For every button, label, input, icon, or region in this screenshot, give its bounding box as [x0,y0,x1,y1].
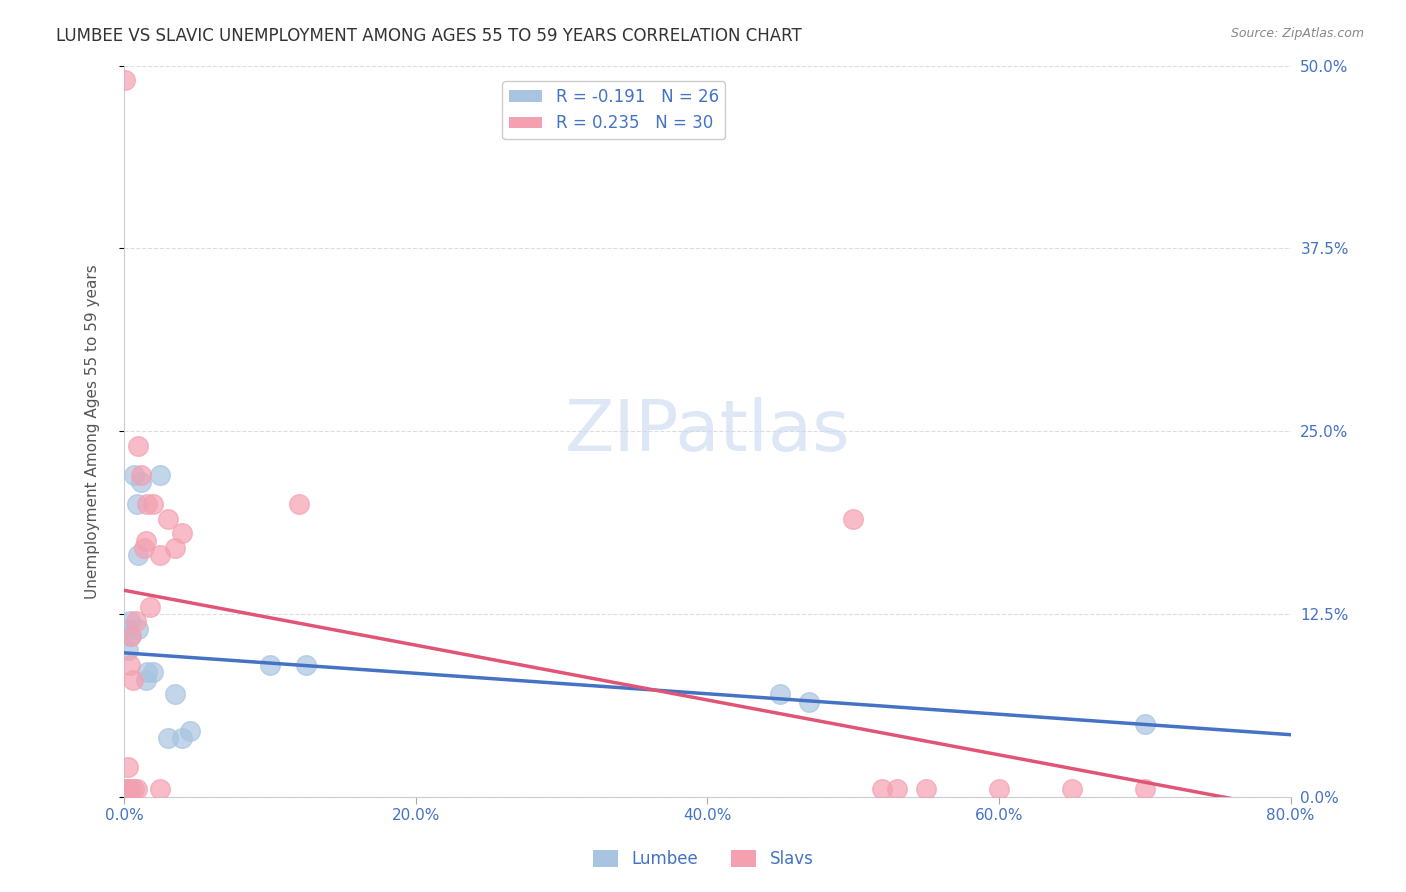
Point [172,526,194,541]
Point [122,468,145,483]
Point [131,475,153,490]
Point [121,673,143,687]
Point [172,731,194,746]
Point [117,643,139,657]
Point [163,541,186,555]
Point [915,782,938,797]
Text: Source: ZipAtlas.com: Source: ZipAtlas.com [1230,27,1364,40]
Point [987,782,1010,797]
Point [142,497,165,511]
Point [886,782,908,797]
Point [259,658,281,673]
Point [135,673,157,687]
Point [769,687,792,701]
Point [1133,716,1156,731]
Point [134,541,156,555]
Point [118,658,141,673]
Point [118,614,141,628]
Point [136,665,159,680]
Point [131,468,153,483]
Point [125,497,148,511]
Point [120,629,142,643]
Point [799,695,821,709]
Point [117,782,139,797]
Text: ZIPatlas: ZIPatlas [564,397,851,466]
Point [115,782,138,797]
Point [117,622,139,636]
Point [149,468,172,483]
Point [120,782,142,797]
Point [125,782,148,797]
Legend: Lumbee, Slavs: Lumbee, Slavs [586,843,820,875]
Point [149,549,172,563]
Point [124,614,146,628]
Y-axis label: Unemployment Among Ages 55 to 59 years: Unemployment Among Ages 55 to 59 years [86,264,100,599]
Point [115,785,138,799]
Point [1133,782,1156,797]
Point [295,658,318,673]
Point [114,782,136,797]
Point [1060,782,1083,797]
Point [156,731,179,746]
Point [842,512,865,526]
Point [156,512,179,526]
Point [142,665,165,680]
Point [288,497,311,511]
Point [128,549,150,563]
Point [135,533,157,548]
Point [149,782,172,797]
Point [136,497,159,511]
Point [117,782,139,797]
Legend: R = -0.191   N = 26, R = 0.235   N = 30: R = -0.191 N = 26, R = 0.235 N = 30 [502,81,725,139]
Point [163,687,186,701]
Point [114,73,136,87]
Point [128,439,150,453]
Text: LUMBEE VS SLAVIC UNEMPLOYMENT AMONG AGES 55 TO 59 YEARS CORRELATION CHART: LUMBEE VS SLAVIC UNEMPLOYMENT AMONG AGES… [56,27,801,45]
Point [117,760,139,774]
Point [128,622,150,636]
Point [139,599,162,614]
Point [179,723,201,738]
Point [118,629,141,643]
Point [870,782,893,797]
Point [122,782,145,797]
